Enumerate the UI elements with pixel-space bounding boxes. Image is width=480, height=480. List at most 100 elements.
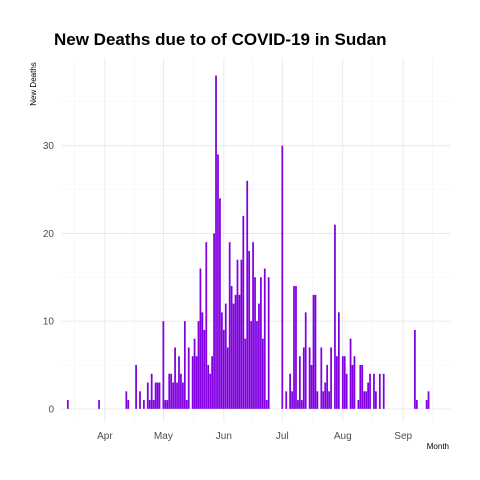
- bar: [207, 364, 210, 409]
- bar: [328, 391, 330, 409]
- bar: [256, 321, 258, 409]
- bar: [382, 373, 385, 409]
- bar: [191, 356, 194, 409]
- bar: [297, 400, 299, 409]
- bar: [172, 382, 175, 409]
- bar: [357, 400, 360, 409]
- bar: [148, 400, 151, 409]
- bar: [375, 391, 377, 409]
- bar: [125, 391, 128, 409]
- bar: [265, 400, 268, 409]
- bar: [310, 364, 313, 409]
- bar: [259, 277, 262, 409]
- bar: [158, 382, 161, 409]
- bar: [415, 400, 418, 409]
- bar: [252, 242, 254, 409]
- bar: [295, 286, 297, 409]
- bar: [341, 356, 344, 409]
- bar: [320, 347, 323, 409]
- bar: [365, 391, 368, 409]
- bar: [242, 215, 245, 409]
- x-tick-label: Jun: [216, 431, 232, 442]
- bar: [230, 286, 233, 409]
- bar: [162, 321, 165, 409]
- bar: [139, 391, 141, 409]
- bar: [152, 400, 155, 409]
- bar: [238, 294, 241, 409]
- bar: [361, 364, 364, 409]
- x-axis-label: Month: [427, 442, 449, 451]
- bar: [98, 400, 100, 409]
- bar: [193, 338, 196, 409]
- bar: [312, 294, 315, 409]
- bar: [314, 294, 317, 409]
- bar: [258, 303, 260, 409]
- bar: [353, 356, 356, 409]
- bar: [369, 373, 371, 409]
- x-axis-ticks: Apr May Jun Jul Aug Sep: [97, 431, 412, 442]
- bar: [367, 382, 369, 409]
- bar: [224, 303, 227, 409]
- bar: [221, 312, 223, 409]
- x-tick-label: Apr: [97, 431, 113, 442]
- y-tick-label: 10: [43, 317, 55, 328]
- bar: [66, 400, 69, 409]
- bar: [183, 321, 186, 409]
- bar: [197, 321, 200, 409]
- bar: [219, 198, 221, 409]
- y-axis-ticks: 0 10 20 30: [43, 141, 55, 415]
- bar: [205, 242, 208, 409]
- bar: [135, 364, 137, 409]
- bar: [234, 294, 237, 409]
- bar: [281, 145, 284, 409]
- bar: [363, 391, 366, 409]
- bar: [154, 382, 157, 409]
- bar: [293, 286, 295, 409]
- grid: [62, 58, 450, 422]
- bar: [244, 338, 247, 409]
- bar: [222, 329, 225, 409]
- bar: [150, 373, 153, 409]
- bar: [351, 364, 354, 409]
- bar: [164, 400, 167, 409]
- bar: [359, 364, 362, 409]
- y-tick-label: 30: [43, 141, 55, 152]
- bar: [334, 224, 336, 409]
- bar: [199, 268, 202, 409]
- x-tick-label: Aug: [334, 431, 352, 442]
- bar: [291, 391, 293, 409]
- bar: [267, 277, 270, 409]
- bar: [232, 303, 235, 409]
- y-tick-label: 20: [43, 229, 55, 240]
- bar: [345, 373, 348, 409]
- bar: [343, 356, 346, 409]
- chart-title: New Deaths due to of COVID-19 in Sudan: [54, 30, 386, 49]
- bar: [302, 347, 305, 409]
- y-tick-label: 0: [48, 404, 54, 415]
- y-axis-label: New Deaths: [29, 62, 38, 106]
- bar: [146, 382, 149, 409]
- bar: [178, 356, 180, 409]
- bar: [143, 400, 145, 409]
- bar: [248, 250, 251, 409]
- bar: [324, 382, 327, 409]
- bar: [337, 312, 340, 409]
- bar: [316, 391, 319, 409]
- bar: [215, 75, 217, 409]
- bar: [226, 347, 229, 409]
- bar: [213, 233, 215, 409]
- x-tick-label: May: [154, 431, 173, 442]
- bar: [300, 400, 303, 409]
- bar: [285, 391, 288, 409]
- bars: [66, 75, 430, 409]
- bar: [322, 391, 325, 409]
- bar: [217, 154, 219, 409]
- bar: [166, 400, 169, 409]
- bar: [201, 312, 204, 409]
- bar: [254, 277, 256, 409]
- bar: [195, 356, 198, 409]
- bar: [185, 400, 188, 409]
- bar: [250, 321, 253, 409]
- bar: [228, 242, 231, 409]
- x-tick-label: Sep: [394, 431, 412, 442]
